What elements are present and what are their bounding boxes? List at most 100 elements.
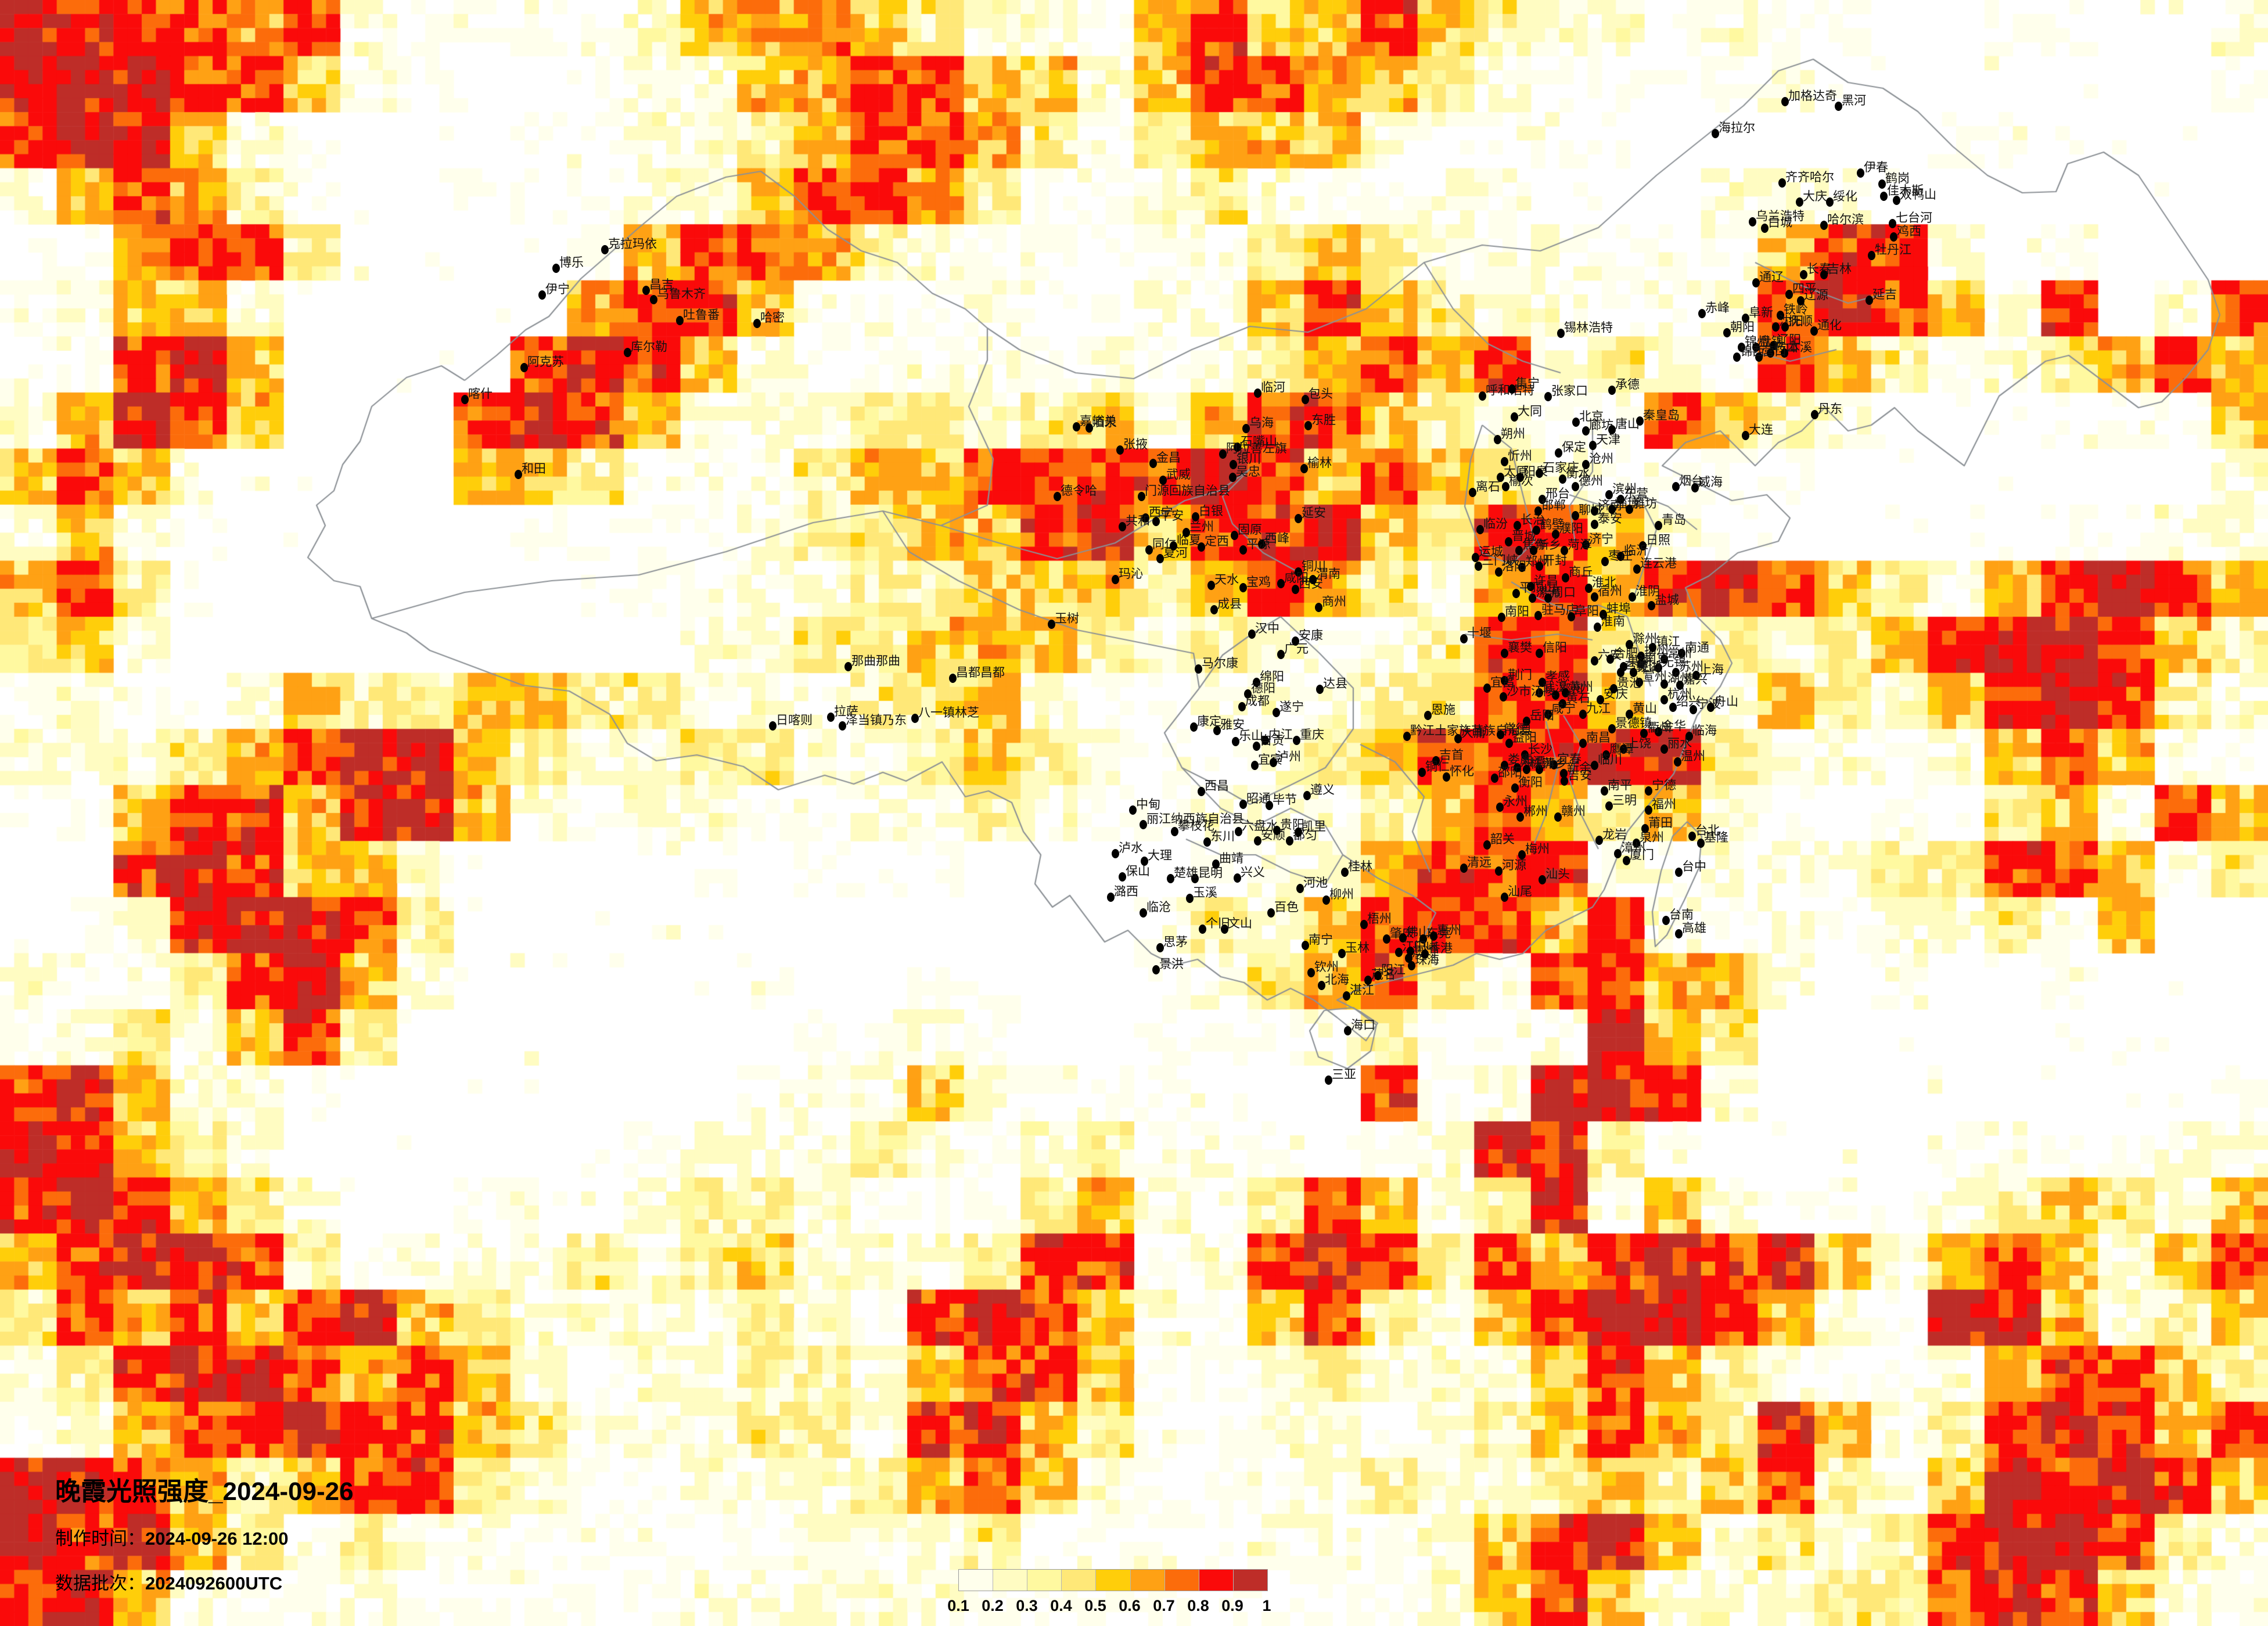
city-dot (1501, 893, 1508, 902)
city-label: 黑河 (1842, 94, 1866, 107)
city-label: 铁岭 (1784, 303, 1808, 316)
city-label: 舟山 (1714, 695, 1738, 708)
city-dot (753, 319, 761, 328)
city-label: 东胜 (1311, 413, 1336, 427)
city-dot (1559, 699, 1566, 708)
city-dot (1149, 459, 1157, 468)
city-dot (1203, 837, 1211, 847)
city-dot (1518, 563, 1526, 572)
city-label: 秦皇岛 (1643, 409, 1680, 422)
city-dot (1723, 328, 1731, 337)
city-label: 长治 (1521, 513, 1545, 527)
city-label: 常州 (1667, 647, 1692, 660)
city-dot (1443, 772, 1450, 782)
city-label: 洛阳 (1502, 560, 1526, 573)
city-dot (1688, 832, 1696, 841)
city-dot (949, 674, 957, 683)
city-dot (1675, 868, 1683, 877)
city-label: 丽江纳西族自治县 (1146, 812, 1244, 826)
city-label: 东川 (1210, 830, 1235, 843)
city-dot (1495, 866, 1503, 876)
city-dot (1602, 750, 1610, 760)
city-label: 临汾 (1483, 517, 1508, 531)
city-dot (1341, 868, 1349, 877)
city-label: 台北 (1695, 824, 1720, 837)
city-dot (1530, 546, 1537, 555)
city-dot (1534, 611, 1542, 620)
city-label: 大庸 (1461, 726, 1486, 740)
city-label: 朝阳 (1730, 321, 1755, 334)
city-dot (461, 395, 469, 404)
city-label: 固原 (1238, 523, 1262, 537)
city-label: 双鸭山 (1900, 188, 1936, 202)
city-dot (1767, 348, 1774, 358)
city-dot (1235, 827, 1242, 836)
city-dot (642, 286, 650, 295)
legend-tick-label: 0.5 (1084, 1597, 1106, 1614)
city-label: 巢湖 (1627, 654, 1651, 668)
city-dot (1112, 575, 1119, 584)
city-dot (1190, 722, 1198, 732)
city-label: 湖州 (1667, 672, 1692, 685)
city-dot (1678, 649, 1685, 658)
city-label: 鸡西 (1897, 225, 1921, 238)
city-label: 昭通 (1246, 792, 1271, 805)
city-dot (1476, 525, 1484, 534)
city-dot (1608, 724, 1616, 733)
city-dot (1502, 482, 1509, 491)
city-dot (1585, 584, 1593, 593)
city-dot (1054, 492, 1061, 501)
city-label: 临川 (1598, 753, 1622, 767)
city-dot (601, 245, 609, 254)
city-dot (1515, 546, 1523, 555)
city-dot (1302, 395, 1309, 404)
city-dot (1557, 329, 1565, 338)
city-label: 基隆 (1704, 831, 1728, 844)
city-dot (1295, 514, 1302, 523)
city-label: 宝鸡 (1246, 575, 1271, 589)
city-label: 晋城 (1512, 530, 1536, 543)
city-dot (911, 714, 919, 723)
city-dot (1304, 421, 1312, 430)
city-dot (1539, 678, 1546, 687)
city-dot (1738, 343, 1745, 352)
city-label: 泉州 (1640, 831, 1664, 844)
city-dot (1820, 270, 1828, 279)
city-label: 东营 (1624, 487, 1648, 501)
city-label: 鞍山 (1774, 341, 1798, 354)
city-dot (1512, 589, 1520, 598)
city-dot (1508, 384, 1516, 394)
city-label: 韶关 (1490, 833, 1515, 846)
city-label: 辽阳 (1777, 333, 1801, 347)
city-dot (1629, 592, 1636, 602)
city-dot (1242, 424, 1250, 433)
city-dot (1690, 705, 1697, 714)
city-dot (1608, 505, 1616, 514)
city-dot (1318, 981, 1325, 990)
city-label: 遂宁 (1279, 700, 1304, 714)
city-dot (1277, 579, 1285, 588)
data-batch-value: 2024092600UTC (145, 1573, 283, 1593)
legend-swatch (1130, 1570, 1165, 1591)
city-label: 钦州 (1314, 961, 1339, 974)
city-dot (1292, 636, 1299, 646)
city-label: 哈尔滨 (1827, 213, 1864, 226)
city-label: 百色 (1274, 901, 1299, 914)
city-label: 佳木斯 (1887, 184, 1924, 197)
city-label: 锦西 (1740, 345, 1764, 358)
city-dot (1207, 581, 1215, 590)
city-label: 九江 (1586, 702, 1611, 715)
city-label: 梅州 (1525, 843, 1550, 856)
city-label: 邵阳 (1498, 766, 1522, 779)
city-label: 牡丹江 (1875, 243, 1911, 257)
city-label: 南昌 (1586, 731, 1611, 744)
city-label: 景洪 (1159, 958, 1184, 971)
city-dot (1605, 490, 1613, 499)
city-label: 安庆 (1604, 688, 1628, 701)
city-dot (1167, 874, 1174, 883)
city-label: 营口 (1762, 345, 1787, 358)
city-label: 漳州 (1621, 841, 1645, 855)
city-dot (1880, 192, 1888, 201)
city-dot (1239, 583, 1247, 592)
city-dot (1639, 541, 1647, 551)
